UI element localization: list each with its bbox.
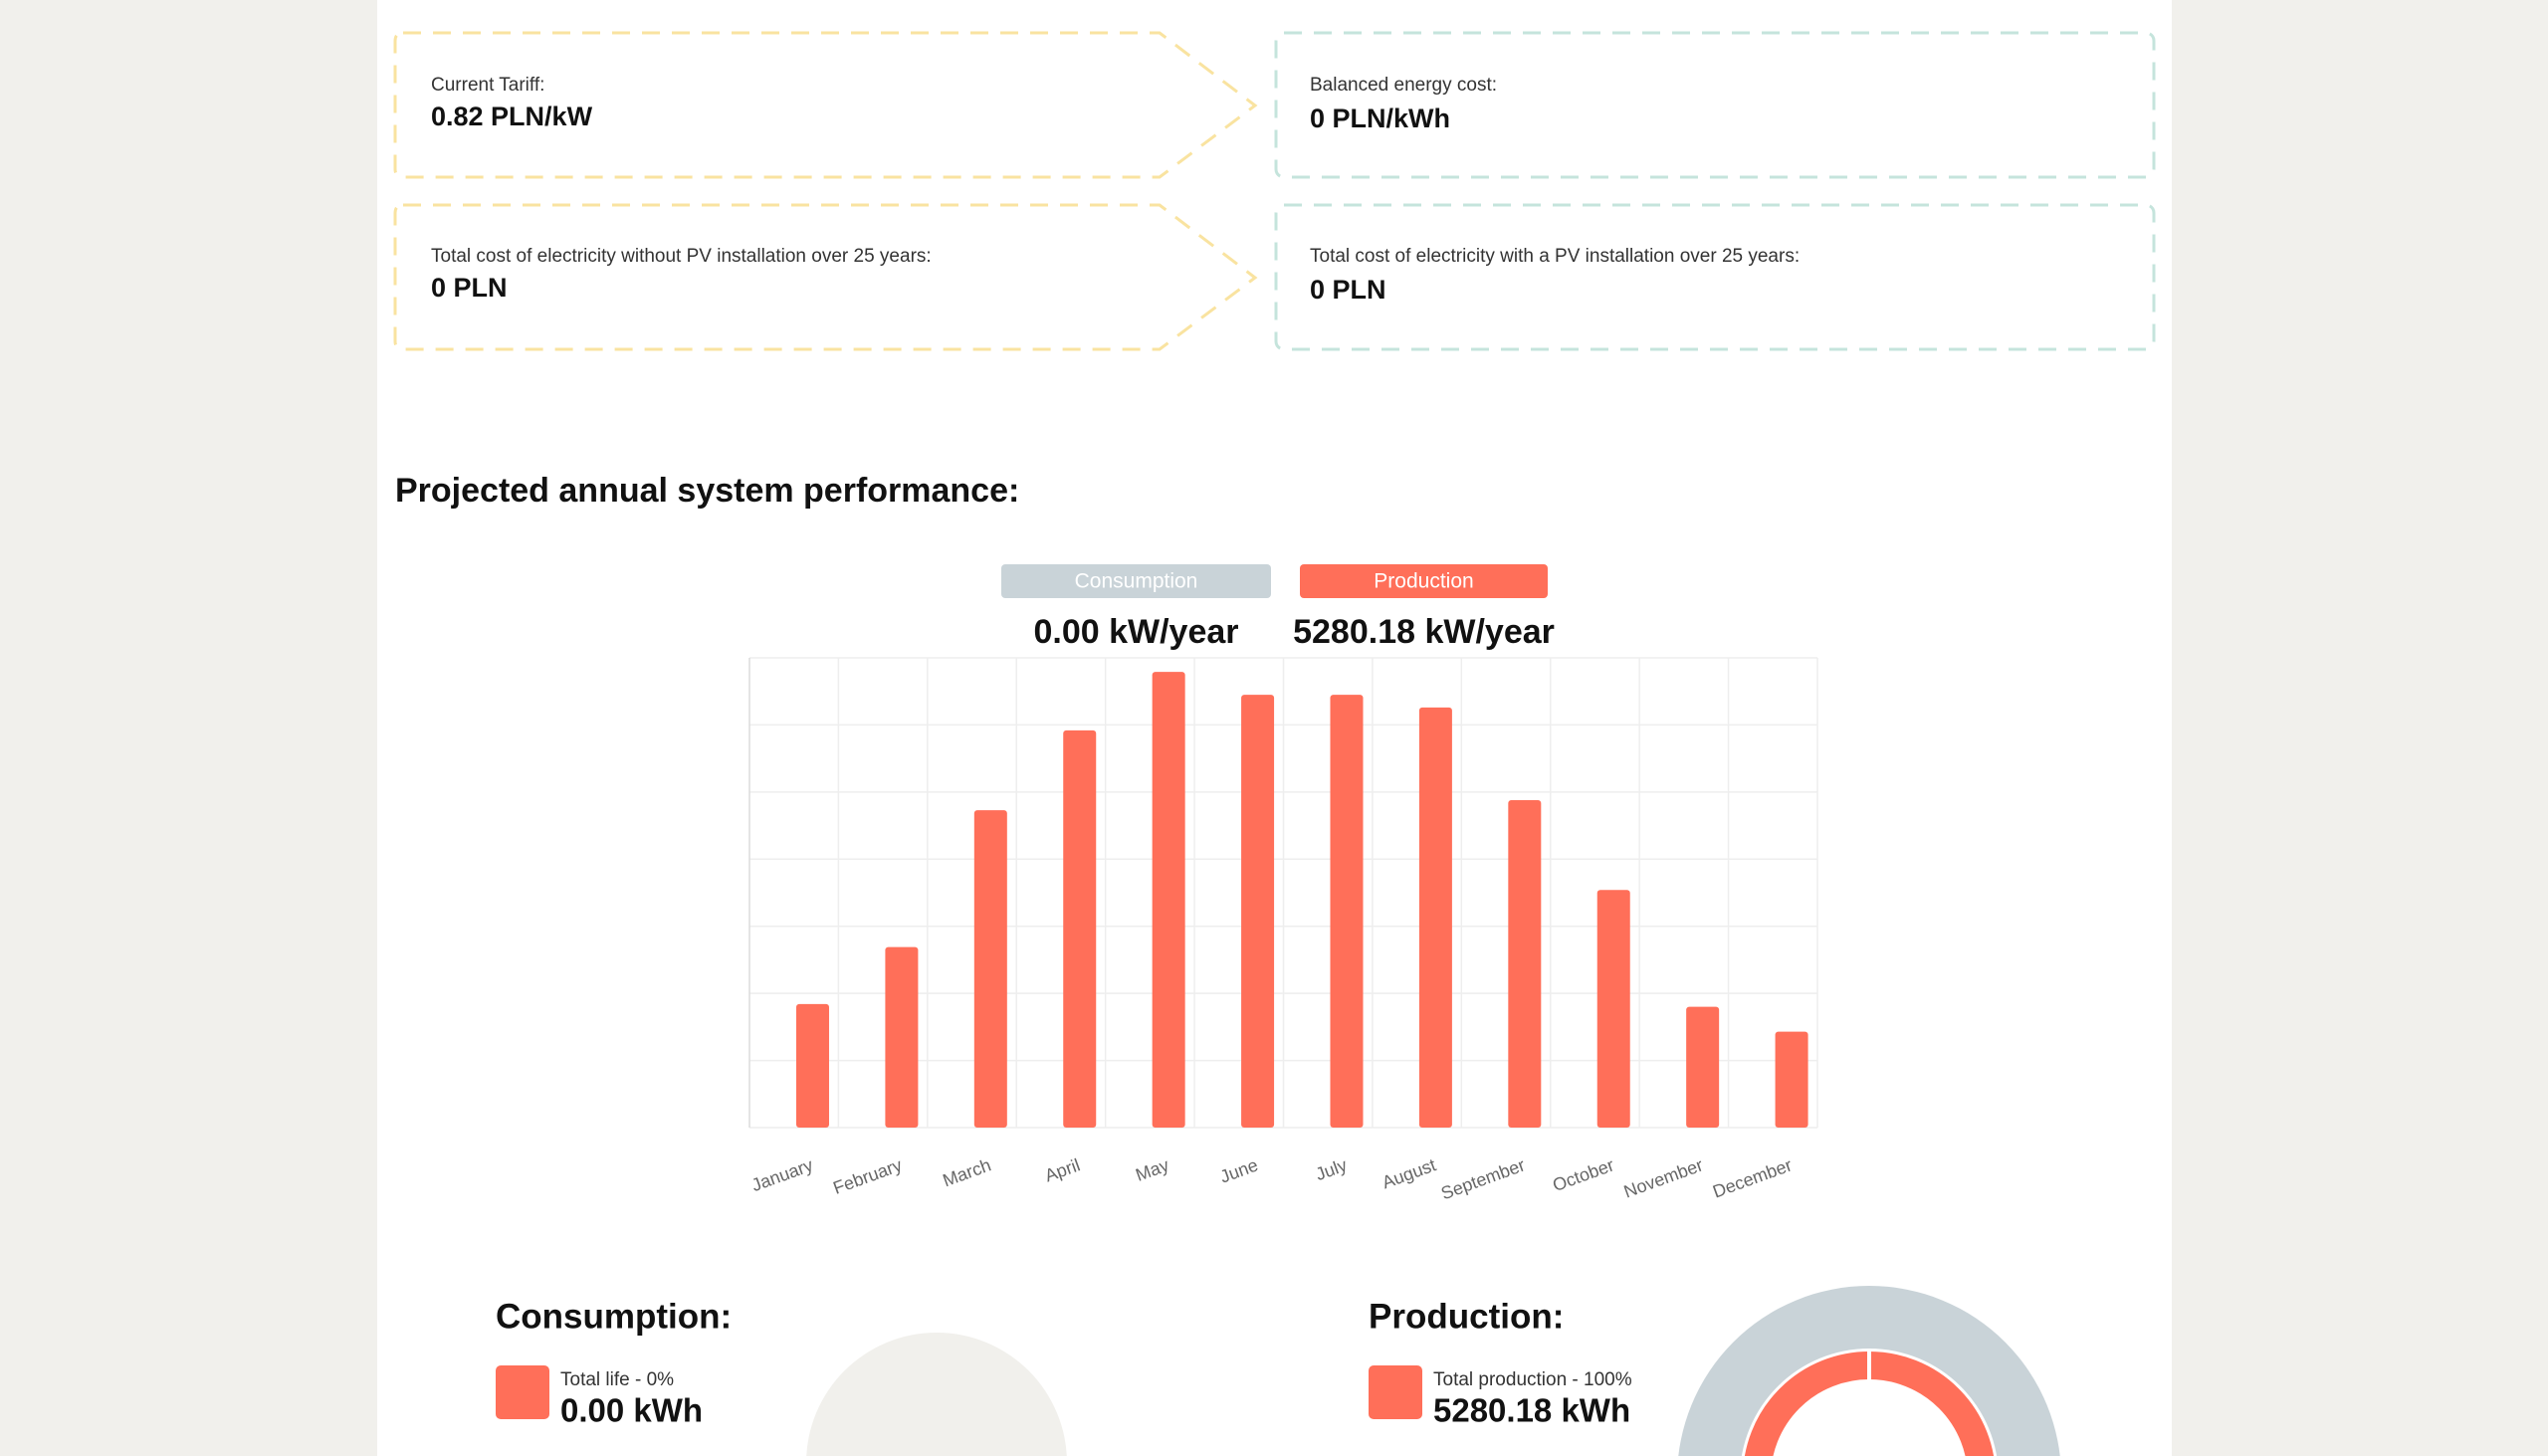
card-label: Total cost of electricity without PV ins… bbox=[431, 246, 932, 267]
bar bbox=[1330, 695, 1364, 1128]
card-outline bbox=[393, 31, 1258, 179]
bar bbox=[795, 1003, 829, 1128]
summary-swatch bbox=[496, 1365, 549, 1419]
legend-label[interactable]: Production bbox=[1374, 570, 1473, 593]
bar bbox=[1508, 799, 1542, 1128]
series-total: 5280.18 kW/year bbox=[1293, 613, 1555, 651]
bar bbox=[885, 946, 919, 1128]
card-label: Balanced energy cost: bbox=[1310, 75, 1497, 96]
legend-button[interactable] bbox=[1300, 564, 1548, 598]
bar bbox=[1596, 890, 1630, 1128]
card-value: 0 PLN/kWh bbox=[1310, 104, 1450, 133]
card-label: Current Tariff: bbox=[431, 75, 544, 96]
card-value: 0.82 PLN/kW bbox=[431, 102, 593, 131]
summary-title: Consumption: bbox=[496, 1297, 732, 1336]
summary-value: 5280.18 kWh bbox=[1433, 1392, 1630, 1429]
card-label: Total cost of electricity with a PV inst… bbox=[1310, 246, 1800, 267]
summary-label: Total life - 0% bbox=[560, 1369, 674, 1390]
legend-label[interactable]: Consumption bbox=[1075, 570, 1198, 593]
summary-label: Total production - 100% bbox=[1433, 1369, 1632, 1390]
summary-value: 0.00 kWh bbox=[560, 1392, 703, 1429]
card-outlines bbox=[1274, 31, 2156, 351]
summary-swatch bbox=[1369, 1365, 1422, 1419]
bar bbox=[1241, 695, 1275, 1128]
bar bbox=[1686, 1006, 1720, 1128]
bar bbox=[1152, 672, 1185, 1128]
card-outline bbox=[1274, 203, 2156, 351]
card-outline bbox=[393, 203, 1258, 351]
bar bbox=[1063, 729, 1097, 1128]
legend-button[interactable] bbox=[1001, 564, 1271, 598]
card-value: 0 PLN bbox=[431, 273, 508, 303]
bar bbox=[1775, 1031, 1808, 1128]
summary-title: Production: bbox=[1369, 1297, 1564, 1336]
chart: Consumption 0.00 kW/year Production 5280.18… bbox=[748, 564, 1818, 1203]
bar bbox=[1418, 707, 1452, 1128]
card-outline bbox=[1274, 31, 2156, 179]
bar bbox=[973, 810, 1007, 1128]
production-donut bbox=[1678, 1286, 2060, 1456]
card-value: 0 PLN bbox=[1310, 275, 1386, 305]
section-title: Projected annual system performance: bbox=[395, 472, 1019, 510]
consumption-donut bbox=[806, 1333, 1067, 1456]
card-outlines bbox=[393, 31, 1258, 351]
series-total: 0.00 kW/year bbox=[1033, 613, 1238, 651]
